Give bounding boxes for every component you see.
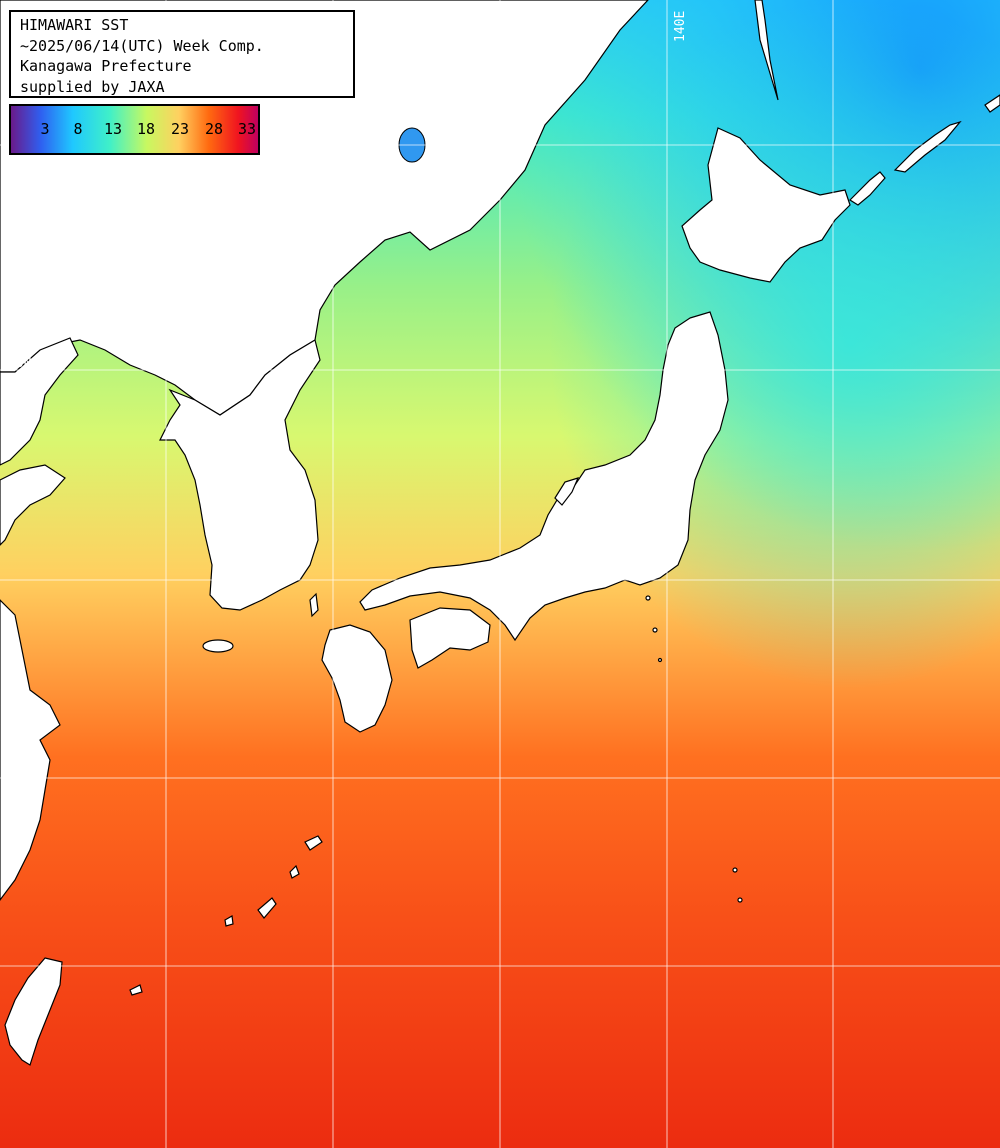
legend-tick-8: 8 <box>73 120 83 138</box>
title-line-1: HIMAWARI SST <box>20 16 129 34</box>
honshu-island <box>359 311 729 642</box>
legend-tick-23: 23 <box>170 120 190 138</box>
tsushima-island <box>309 592 319 618</box>
legend-colorbar <box>11 106 258 153</box>
sakhalin-island <box>754 0 779 101</box>
ryukyu-islands <box>129 835 323 996</box>
temperature-legend: 3 8 13 18 23 28 33 <box>9 104 260 155</box>
title-line-2: ~2025/06/14(UTC) Week Comp. <box>20 36 264 55</box>
title-line-3: Kanagawa Prefecture <box>20 57 192 75</box>
legend-tick-labels: 3 8 13 18 23 28 33 <box>11 106 258 153</box>
korean-peninsula <box>159 339 321 611</box>
shikoku-island <box>409 607 491 669</box>
legend-tick-33: 33 <box>237 120 257 138</box>
legend-tick-13: 13 <box>103 120 123 138</box>
hokkaido-island <box>681 127 851 283</box>
map-title-box: HIMAWARI SST ~2025/06/14(UTC) Week Comp.… <box>9 10 355 98</box>
title-line-4: supplied by JAXA <box>20 77 165 96</box>
legend-tick-28: 28 <box>204 120 224 138</box>
jeju-island <box>202 639 234 653</box>
taiwan-island <box>4 957 63 1066</box>
kyushu-island <box>321 624 393 733</box>
latitude-label: 40N <box>8 356 31 371</box>
legend-tick-3: 3 <box>40 120 50 138</box>
longitude-label: 140E <box>673 11 688 42</box>
izu-islands <box>645 595 743 903</box>
noto-peninsula <box>554 477 580 506</box>
asia-mainland-china <box>0 464 66 901</box>
legend-tick-18: 18 <box>136 120 156 138</box>
